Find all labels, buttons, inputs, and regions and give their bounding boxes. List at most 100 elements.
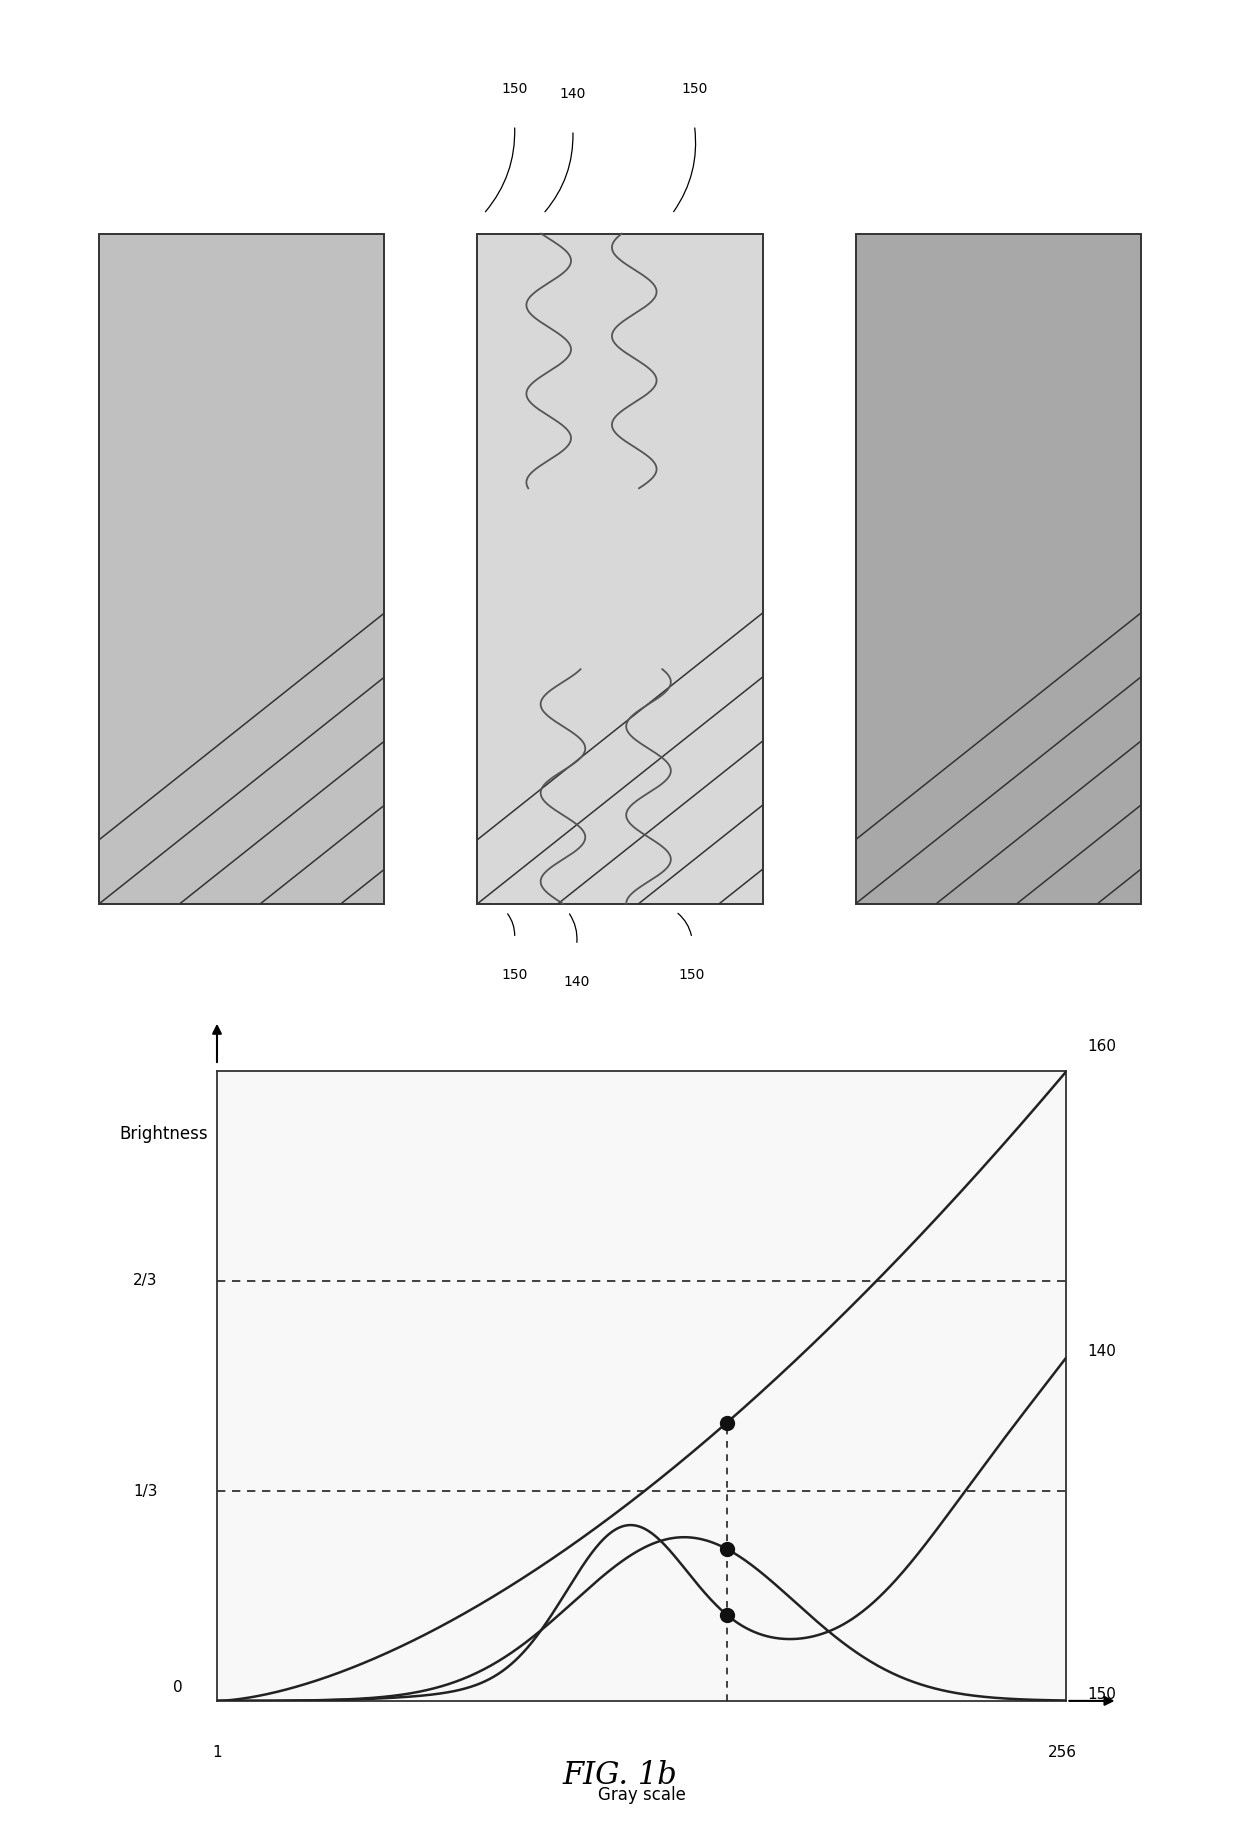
Point bbox=[221, 495, 241, 524]
Point bbox=[1018, 330, 1038, 360]
Point bbox=[201, 478, 221, 507]
Point bbox=[309, 783, 329, 812]
Point bbox=[327, 223, 347, 252]
Point bbox=[247, 558, 267, 588]
Point bbox=[300, 871, 320, 900]
Point bbox=[919, 464, 939, 493]
Point bbox=[558, 872, 578, 902]
Point bbox=[207, 495, 227, 524]
Point bbox=[1107, 239, 1127, 268]
Point bbox=[707, 321, 727, 350]
Point bbox=[656, 694, 676, 723]
Point bbox=[1017, 803, 1037, 832]
Point bbox=[921, 367, 941, 396]
Point bbox=[133, 679, 153, 708]
Point bbox=[635, 241, 655, 270]
Point bbox=[1028, 509, 1048, 538]
Point bbox=[693, 754, 713, 783]
Point bbox=[246, 606, 265, 635]
Point bbox=[548, 639, 568, 668]
Point bbox=[1056, 666, 1076, 695]
Point bbox=[268, 606, 288, 635]
Point bbox=[1053, 772, 1073, 801]
Point bbox=[627, 549, 647, 579]
Point bbox=[532, 841, 552, 871]
Point bbox=[356, 741, 376, 770]
Point bbox=[1117, 704, 1137, 734]
Point bbox=[1071, 871, 1091, 900]
Point bbox=[227, 507, 247, 537]
Point bbox=[899, 285, 919, 314]
Point bbox=[122, 854, 141, 883]
Point bbox=[1003, 805, 1023, 834]
Point bbox=[203, 728, 223, 757]
Point bbox=[255, 345, 275, 374]
Point bbox=[559, 579, 579, 608]
Point bbox=[851, 272, 870, 301]
Point bbox=[936, 630, 956, 659]
Point bbox=[897, 361, 916, 391]
Point bbox=[992, 655, 1012, 684]
Point bbox=[905, 325, 925, 354]
Point bbox=[215, 537, 234, 566]
Point bbox=[660, 259, 680, 288]
Point bbox=[671, 279, 691, 308]
Point bbox=[868, 328, 888, 358]
Point bbox=[560, 861, 580, 891]
Point bbox=[329, 526, 348, 555]
Point bbox=[200, 821, 219, 850]
Point bbox=[982, 739, 1002, 768]
Point bbox=[743, 872, 763, 902]
Point bbox=[730, 637, 750, 666]
Point bbox=[1058, 641, 1078, 670]
Point bbox=[241, 544, 260, 573]
Point bbox=[627, 471, 647, 500]
Point bbox=[856, 281, 875, 310]
Point bbox=[577, 885, 596, 914]
Point bbox=[355, 438, 374, 467]
Point bbox=[730, 482, 750, 511]
Point bbox=[718, 330, 738, 360]
Point bbox=[939, 754, 959, 783]
Point bbox=[501, 555, 521, 584]
Point bbox=[1115, 579, 1135, 608]
Point bbox=[223, 861, 243, 891]
Point bbox=[967, 328, 987, 358]
Point bbox=[1014, 516, 1034, 546]
Point bbox=[857, 599, 877, 628]
Point bbox=[732, 549, 751, 579]
Point bbox=[505, 703, 525, 732]
Point bbox=[130, 409, 150, 438]
Point bbox=[742, 296, 761, 325]
Point bbox=[98, 241, 118, 270]
Point bbox=[874, 381, 894, 411]
Point bbox=[274, 560, 294, 589]
Point bbox=[591, 374, 611, 403]
Point bbox=[615, 339, 635, 369]
Point bbox=[520, 374, 539, 403]
Point bbox=[144, 228, 164, 257]
Point bbox=[246, 805, 265, 834]
Point bbox=[505, 759, 525, 788]
Point bbox=[291, 292, 311, 321]
Point bbox=[162, 507, 182, 537]
Point bbox=[216, 615, 236, 644]
Point bbox=[531, 569, 551, 599]
Point bbox=[169, 274, 188, 303]
Point bbox=[734, 248, 754, 277]
Point bbox=[264, 349, 284, 378]
Point bbox=[242, 323, 262, 352]
Point bbox=[712, 774, 732, 803]
Point bbox=[1043, 538, 1063, 568]
Point bbox=[1059, 577, 1079, 606]
Point bbox=[997, 626, 1017, 655]
Point bbox=[1068, 725, 1087, 754]
Point bbox=[959, 865, 978, 894]
Point bbox=[312, 887, 332, 916]
Point bbox=[577, 641, 596, 670]
Point bbox=[263, 763, 283, 792]
Point bbox=[315, 754, 335, 783]
Point bbox=[748, 484, 768, 513]
Point bbox=[215, 796, 234, 825]
Point bbox=[303, 830, 322, 860]
